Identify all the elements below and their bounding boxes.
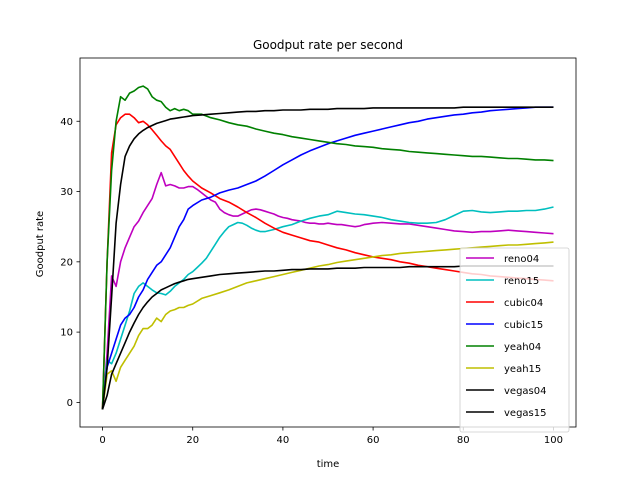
y-tick-label: 10 xyxy=(60,328,73,339)
x-tick-label: 60 xyxy=(367,435,380,446)
series-line-vegas04 xyxy=(101,106,554,410)
legend-box xyxy=(459,247,570,433)
x-tick-label: 20 xyxy=(186,435,199,446)
legend-label-cubic04: cubic04 xyxy=(504,298,543,309)
x-tick-label: 0 xyxy=(99,435,105,446)
y-tick-label: 20 xyxy=(60,257,73,268)
legend-label-reno04: reno04 xyxy=(504,254,539,265)
legend-label-vegas04: vegas04 xyxy=(504,386,546,397)
y-tick-label: 30 xyxy=(60,187,73,198)
legend-label-cubic15: cubic15 xyxy=(504,320,543,331)
series-line-yeah04 xyxy=(101,85,554,410)
axes-frame xyxy=(79,57,577,428)
x-tick-label: 40 xyxy=(277,435,290,446)
legend-label-yeah15: yeah15 xyxy=(504,364,541,375)
series-line-reno15 xyxy=(101,206,554,410)
series-line-cubic15 xyxy=(101,106,554,410)
y-tick-label: 40 xyxy=(60,117,73,128)
x-tick-label: 80 xyxy=(457,435,470,446)
legend-label-yeah04: yeah04 xyxy=(504,342,541,353)
legend: reno04 reno15 cubic04 cubic15 yeah04 yeah15 ve… xyxy=(459,247,570,433)
y-axis-label: Goodput rate xyxy=(35,211,46,277)
y-tick-label: 0 xyxy=(67,398,73,409)
x-tick-label: 100 xyxy=(544,435,563,446)
legend-label-reno15: reno15 xyxy=(504,276,539,287)
chart-title: Goodput rate per second xyxy=(253,38,403,52)
legend-label-vegas15: vegas15 xyxy=(504,408,546,419)
x-axis-label: time xyxy=(317,459,340,470)
series-line-reno04 xyxy=(101,171,554,410)
